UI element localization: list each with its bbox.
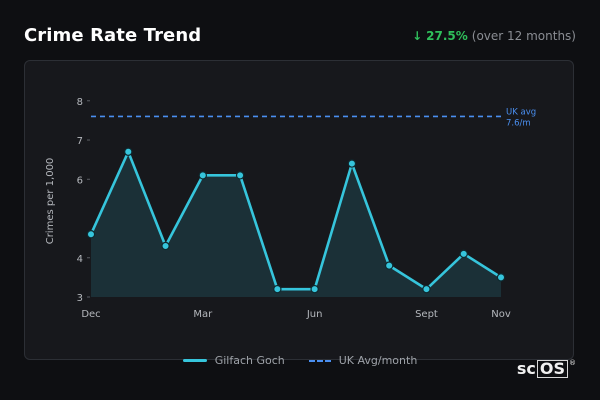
data-point (384, 261, 394, 270)
brand-text: sc (516, 359, 536, 378)
chart-legend: Gilfach Goch UK Avg/month (0, 354, 600, 367)
trend-percent: 27.5% (426, 29, 468, 43)
legend-item-reference[interactable]: UK Avg/month (308, 354, 418, 367)
series-line (89, 150, 503, 291)
page-title: Crime Rate Trend (24, 25, 202, 46)
data-point (459, 249, 468, 259)
data-point (496, 273, 506, 282)
x-tick-label: Nov (491, 309, 511, 320)
x-tick-label: Dec (81, 309, 100, 320)
y-axis-label: Crimes per 1,000 (45, 158, 56, 245)
series-area (91, 151, 501, 297)
data-point (235, 171, 245, 180)
legend-label-series: Gilfach Goch (214, 354, 285, 367)
y-tick-label: 4 (77, 254, 83, 265)
trend-down-arrow-icon: ↓ (412, 29, 423, 43)
data-point (273, 284, 282, 294)
y-tick-label: 8 (77, 97, 83, 108)
legend-swatch-series (182, 359, 207, 362)
brand-logo: sc OS ® (517, 359, 576, 378)
data-point (347, 159, 357, 168)
data-point (161, 241, 170, 251)
x-tick-label: Sept (415, 309, 438, 320)
legend-item-series[interactable]: Gilfach Goch (182, 354, 285, 367)
data-point (310, 284, 319, 294)
reference-value-label: 7.6/m (506, 118, 531, 128)
trend-period: (over 12 months) (471, 29, 576, 43)
legend-swatch-reference (308, 359, 331, 362)
y-tick-label: 7 (77, 136, 83, 147)
data-point (422, 284, 431, 294)
trend-summary: ↓ 27.5% (over 12 months) (412, 29, 576, 43)
legend-label-reference: UK Avg/month (338, 354, 418, 367)
y-tick-label: 6 (77, 175, 83, 186)
reference-label: UK avg (506, 107, 536, 117)
registered-mark-icon: ® (569, 359, 576, 367)
data-point (86, 230, 96, 239)
chart-card (24, 60, 574, 360)
data-point (198, 171, 208, 180)
x-tick-label: Mar (193, 309, 213, 320)
y-tick-label: 3 (77, 293, 83, 304)
brand-boxed-text: OS (536, 359, 568, 378)
data-point (124, 147, 133, 156)
x-tick-label: Jun (306, 309, 323, 320)
